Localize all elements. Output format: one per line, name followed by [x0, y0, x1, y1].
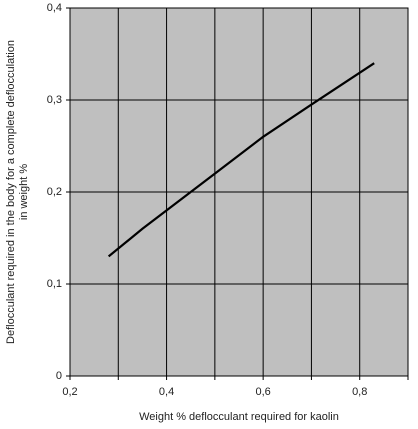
y-tick-label: 0,3 — [47, 94, 62, 106]
y-axis-label: in weight % — [18, 164, 30, 220]
y-tick-label: 0,1 — [47, 278, 62, 290]
plot-border — [69, 7, 409, 377]
x-tick-label: 0,2 — [62, 386, 77, 398]
x-axis-label: Weight % deflocculant required for kaoli… — [139, 411, 339, 423]
y-axis-label: Deflocculant required in the body for a … — [5, 40, 17, 344]
x-tick-label: 0,4 — [159, 386, 174, 398]
x-tick-label: 0,6 — [255, 386, 270, 398]
data-line — [107, 62, 375, 258]
y-tick-label: 0,4 — [47, 2, 62, 14]
y-tick-label: 0 — [56, 370, 62, 382]
x-tick-label: 0,8 — [352, 386, 367, 398]
y-tick-label: 0,2 — [47, 186, 62, 198]
